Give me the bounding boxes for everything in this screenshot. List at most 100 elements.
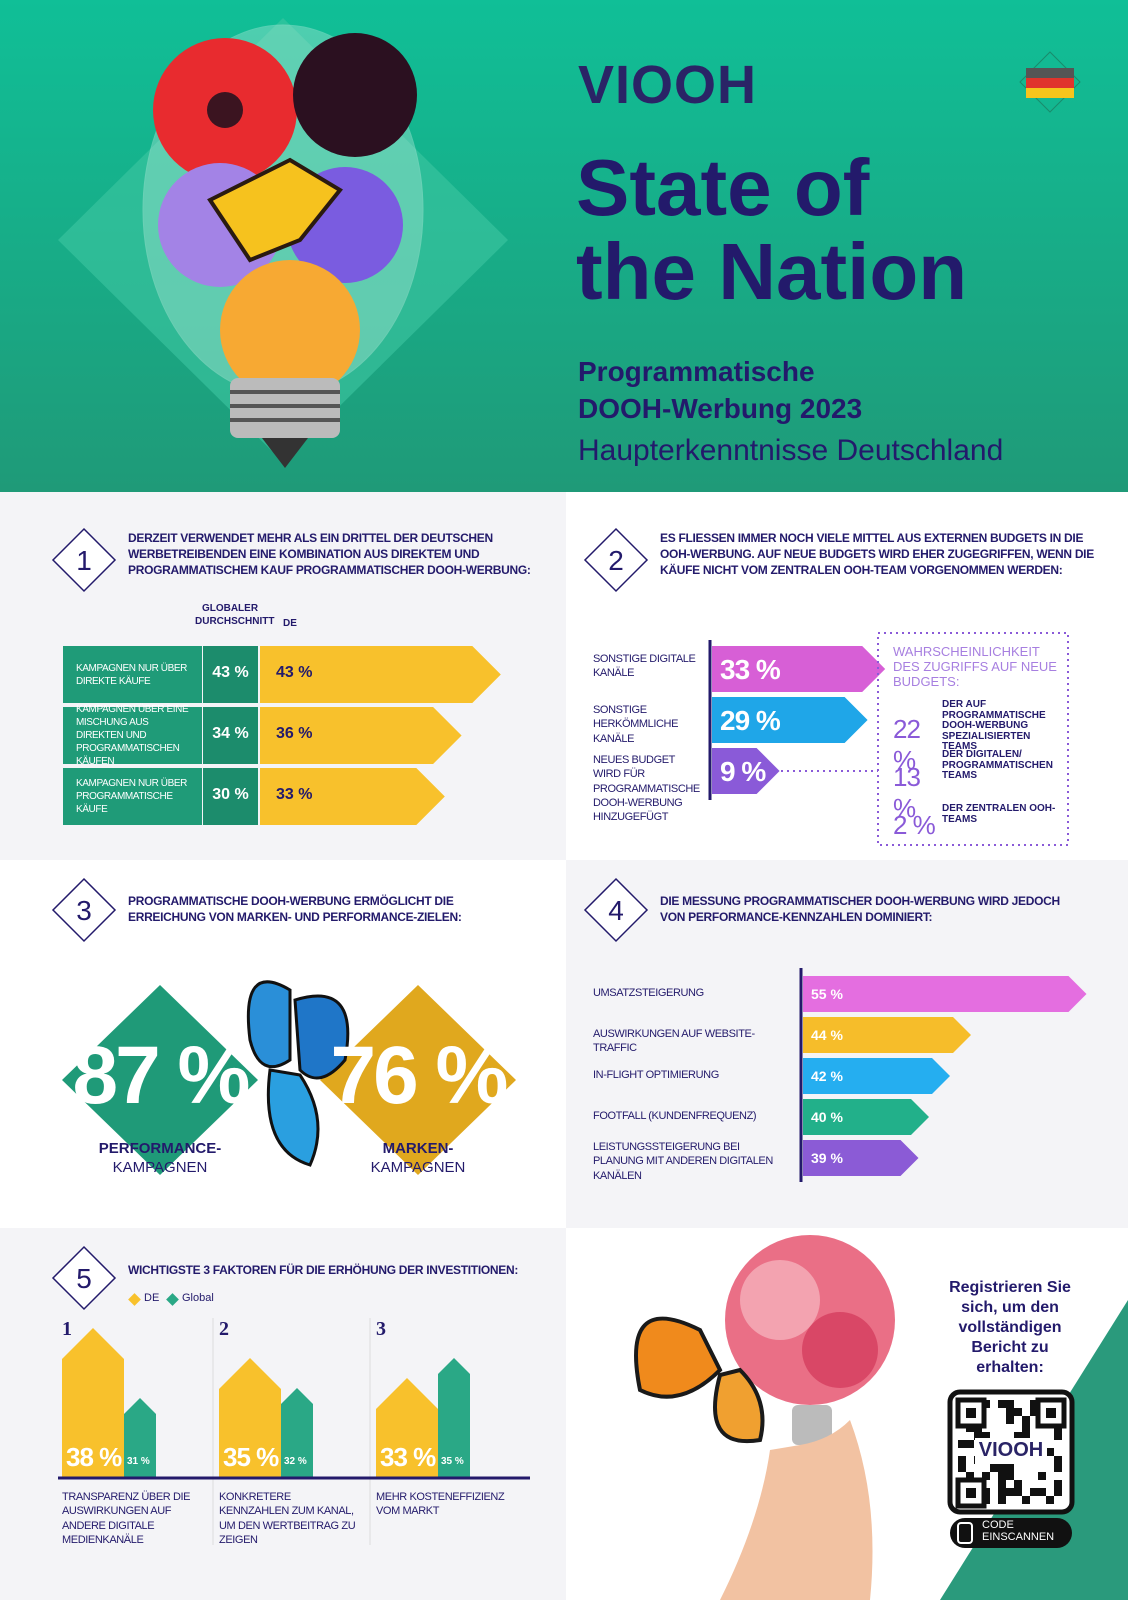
box-text: Der digitalen/ programmatischen Teams <box>942 749 1053 781</box>
budget-box <box>877 632 1069 846</box>
box-value: 22 % <box>893 714 921 775</box>
factor-text: Transparenz über die Auswirkungen auf an… <box>62 1491 191 1546</box>
heading: Derzeit verwendet mehr als ein Drittel d… <box>128 531 531 578</box>
badge-number: 4 <box>608 895 624 926</box>
qr-finder <box>1035 1397 1067 1429</box>
bar <box>803 1058 950 1094</box>
qr-cell <box>958 1440 966 1448</box>
qr-cell <box>1038 1488 1046 1496</box>
qr-cell <box>1054 1456 1062 1464</box>
qr-cell <box>1054 1464 1062 1472</box>
bulb-tip <box>262 438 308 468</box>
heading: Die Messung programmatischer DOOH-Werbun… <box>660 894 1060 925</box>
item-label: Footfall (Kundenfrequenz) <box>593 1110 757 1122</box>
flag-stripe <box>1026 78 1074 88</box>
bar <box>260 707 462 764</box>
value-label: 35 % <box>223 1442 279 1472</box>
butterfly <box>634 1316 723 1399</box>
qr-cell <box>1030 1400 1038 1408</box>
big-value: 76 % <box>330 1030 509 1121</box>
global-value: 34 % <box>212 725 249 742</box>
subtitle: Programmatische <box>578 356 815 387</box>
butterfly <box>293 994 350 1080</box>
qr-cell <box>1022 1424 1030 1432</box>
qr-cell <box>990 1464 998 1472</box>
cta: Registrieren Sie sich, um den vollständi… <box>949 1279 1071 1376</box>
qr-cell <box>998 1488 1006 1496</box>
row-label: Kampagnen nur über programmatische Käufe <box>76 778 187 815</box>
qr-cell <box>1030 1408 1038 1416</box>
value-label: 39 % <box>811 1150 843 1166</box>
value-label: 40 % <box>811 1109 843 1125</box>
hand <box>720 1420 873 1600</box>
qr-finder <box>1046 1408 1056 1418</box>
rank: 1 <box>62 1318 72 1340</box>
qr-cell <box>1006 1400 1014 1408</box>
scan-label: EINSCANNEN <box>982 1531 1055 1543</box>
rank: 3 <box>376 1318 386 1340</box>
heading: Wichtigste 3 Faktoren für die Erhöhung d… <box>128 1263 519 1277</box>
badge-number: 1 <box>76 545 92 576</box>
bar <box>712 748 780 794</box>
qr-cell <box>1022 1496 1030 1504</box>
legend-label: Global <box>182 1292 214 1304</box>
heading: Es fließen immer noch viele Mittel aus e… <box>660 531 1094 578</box>
badge <box>51 877 117 943</box>
qr-cell <box>974 1432 982 1440</box>
global-value: 30 % <box>212 786 249 803</box>
item-label: Leistungssteigerung bei Planung mit ande… <box>593 1141 773 1182</box>
bulb-thread <box>230 390 340 422</box>
butterfly <box>266 1068 320 1167</box>
bulb-base <box>792 1405 832 1445</box>
diamond-label: KAMPAGNEN <box>370 1159 466 1176</box>
factor-text: Mehr Kosteneffizienz vom Markt <box>376 1491 505 1518</box>
qr-cell <box>982 1472 990 1480</box>
qr-cell <box>1054 1432 1062 1440</box>
de-bar <box>376 1378 438 1478</box>
row-label: Kampagnen nur über direkte Käufe <box>76 662 187 687</box>
box-value: 13 % <box>893 762 921 823</box>
badge-number: 2 <box>608 545 624 576</box>
value-label: 43 % <box>276 664 313 681</box>
qr-cell <box>998 1464 1006 1472</box>
box-text: Der zentralen OOH-Teams <box>942 803 1056 825</box>
global-cell <box>203 646 258 703</box>
item-label: Umsatzsteigerung <box>593 987 704 999</box>
scan-pill <box>950 1518 1072 1548</box>
rank: 2 <box>219 1318 229 1340</box>
bar <box>803 1017 971 1053</box>
value-label: 31 % <box>127 1456 150 1467</box>
bar <box>260 768 445 825</box>
phone-icon <box>957 1522 973 1544</box>
row-label: Kampagnen über eine Mischung aus direkte… <box>76 704 189 767</box>
qr-cell <box>1046 1448 1054 1456</box>
logo: VIOOH <box>578 55 758 115</box>
bar <box>803 1099 929 1135</box>
qr-cell <box>1022 1416 1030 1424</box>
item-label: In-Flight Optimierung <box>593 1069 719 1081</box>
item-label: Sonstige digitale Kanäle <box>593 653 696 680</box>
diamond <box>320 985 516 1175</box>
item-label: Auswirkungen auf Website-Traffic <box>593 1028 755 1055</box>
value-label: 29 % <box>720 705 781 736</box>
qr-cell <box>1014 1488 1022 1496</box>
qr-cell <box>1006 1464 1014 1472</box>
heading: Programmatische DOOH-Werbung ermöglicht … <box>128 894 462 925</box>
bar <box>712 697 868 743</box>
value-label: 38 % <box>66 1442 122 1472</box>
flower-bulb <box>740 1260 820 1340</box>
box-text: Der auf programmatische DOOH-Werbung spe… <box>942 699 1046 752</box>
global-value: 43 % <box>212 664 249 681</box>
qr-cell <box>966 1440 974 1448</box>
diamond-label: KAMPAGNEN <box>112 1159 208 1176</box>
qr-cell <box>1038 1472 1046 1480</box>
legend-label: DE <box>144 1292 160 1304</box>
qr-cell <box>1030 1488 1038 1496</box>
qr-code <box>955 1397 1067 1509</box>
global-bar <box>124 1398 156 1478</box>
value-label: 33 % <box>380 1442 436 1472</box>
qr-cell <box>998 1472 1006 1480</box>
value-label: 9 % <box>720 756 766 787</box>
